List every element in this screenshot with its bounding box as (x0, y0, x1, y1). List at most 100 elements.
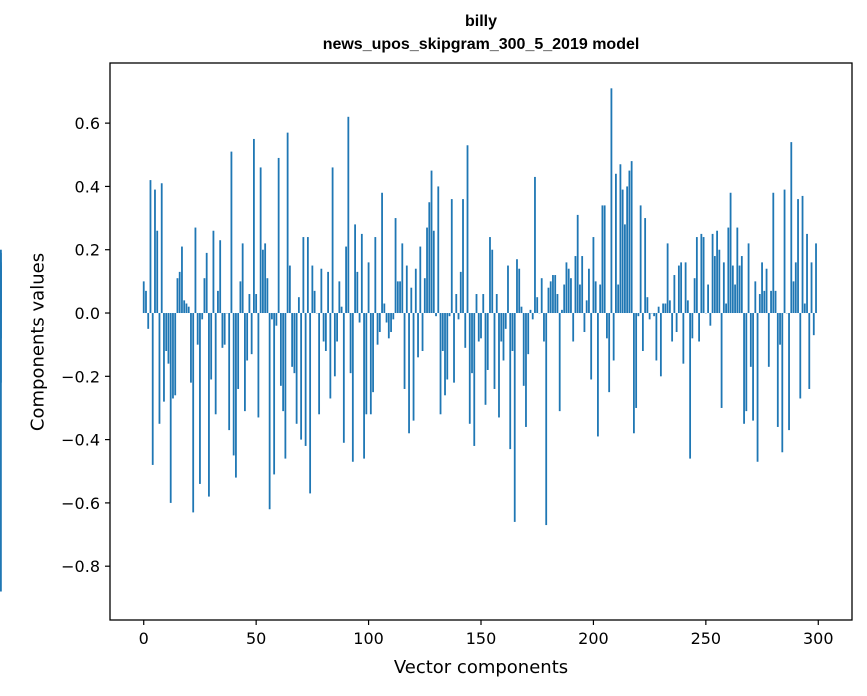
bar (0, 313, 2, 339)
bar (504, 313, 507, 329)
x-tick-label: 200 (578, 629, 609, 648)
bar (230, 151, 233, 314)
bar (279, 313, 282, 386)
bar (689, 313, 692, 459)
bar (770, 290, 772, 314)
bar (668, 300, 671, 314)
bar (297, 297, 300, 314)
bar (288, 265, 291, 314)
bar (304, 313, 307, 446)
bar (684, 262, 687, 314)
bar (264, 243, 267, 314)
bar (644, 218, 647, 314)
bar (235, 313, 237, 478)
bar (410, 287, 413, 314)
bar (457, 313, 460, 320)
bar (196, 313, 199, 345)
bar (619, 164, 622, 314)
bar (635, 313, 638, 408)
y-tick-label: 0.4 (75, 177, 100, 196)
bar (437, 186, 440, 314)
bar (707, 284, 709, 314)
bar (612, 313, 615, 361)
x-axis-label: Vector components (393, 657, 569, 678)
bar (808, 313, 811, 389)
bar (480, 313, 482, 339)
bar (639, 205, 642, 314)
bar (320, 268, 323, 314)
bar (311, 265, 314, 314)
bar (450, 199, 453, 314)
bar (185, 303, 188, 314)
bar (558, 313, 561, 412)
bar (183, 300, 186, 314)
bar (228, 313, 231, 431)
bar (657, 306, 660, 314)
bar (383, 303, 386, 314)
bar (232, 313, 235, 456)
bar (473, 313, 476, 446)
bar (459, 271, 462, 314)
bar (722, 262, 725, 314)
bar (725, 303, 727, 314)
bar (520, 306, 523, 314)
bar (630, 161, 633, 314)
bar (518, 268, 521, 314)
bar (374, 237, 377, 314)
bar (178, 271, 181, 314)
bar (603, 205, 606, 314)
bar (516, 259, 518, 314)
bar (369, 313, 372, 415)
bar (199, 313, 201, 484)
bar (212, 230, 215, 314)
bar (194, 227, 197, 314)
bar (794, 262, 797, 314)
bar (680, 262, 683, 314)
bar (405, 265, 408, 314)
bar (498, 313, 500, 418)
bar (556, 294, 559, 314)
bar (525, 313, 527, 427)
bar (509, 313, 512, 450)
bar (615, 173, 617, 314)
bar (626, 186, 629, 314)
bar (248, 294, 251, 314)
x-tick-label: 50 (246, 629, 266, 648)
y-axis-ticks: −0.8 −0.6 −0.4 −0.2 0.0 0.2 0.4 0.6 (61, 114, 110, 576)
bar (455, 294, 458, 314)
bar (336, 313, 338, 342)
bar (151, 313, 154, 465)
bar (156, 230, 159, 314)
bar (718, 249, 721, 314)
bar (682, 313, 685, 364)
bar (522, 313, 525, 386)
bar (412, 313, 415, 421)
bar (448, 313, 451, 317)
bar (700, 233, 703, 314)
bar (432, 230, 435, 314)
bar (477, 313, 480, 342)
bar (414, 268, 417, 314)
bar (387, 313, 390, 339)
bar (765, 268, 768, 314)
bar (169, 313, 172, 503)
bar (507, 265, 509, 314)
bar (214, 313, 217, 415)
bar (163, 313, 165, 402)
bar (547, 287, 550, 314)
bar (462, 199, 464, 314)
x-tick-label: 300 (803, 629, 834, 648)
bar (430, 170, 433, 314)
bar (752, 313, 754, 421)
bar (342, 313, 345, 443)
bar (693, 278, 696, 314)
bar (259, 167, 262, 314)
bar (360, 233, 363, 314)
bar (812, 313, 815, 336)
bar (262, 249, 264, 314)
bar (745, 313, 748, 412)
bar (776, 313, 779, 427)
bar (293, 313, 296, 374)
bar (565, 262, 568, 314)
bar (806, 233, 808, 314)
